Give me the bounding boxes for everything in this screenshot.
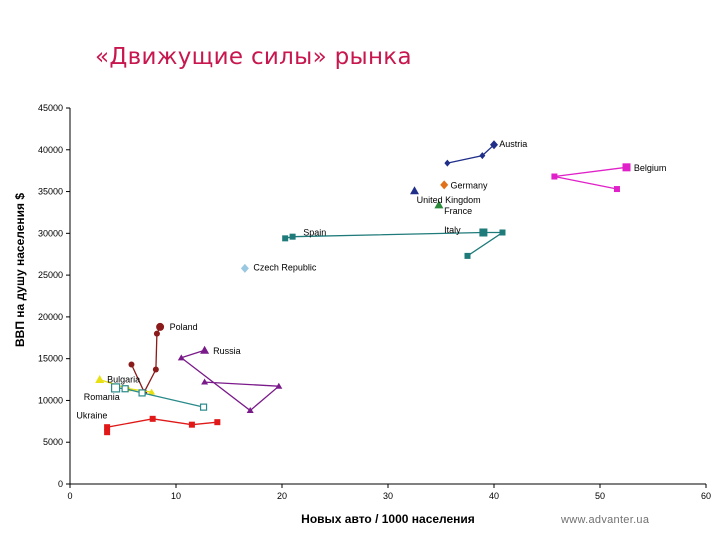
data-point bbox=[289, 233, 296, 240]
data-point bbox=[479, 228, 488, 237]
y-tick-label: 45000 bbox=[38, 103, 63, 113]
data-point bbox=[551, 173, 558, 180]
series-germany bbox=[440, 180, 449, 190]
x-tick-label: 40 bbox=[489, 491, 499, 501]
series-poland bbox=[128, 322, 165, 396]
data-point bbox=[188, 421, 195, 428]
series-belgium bbox=[551, 163, 631, 193]
series-romania bbox=[110, 383, 208, 411]
data-point bbox=[121, 385, 129, 393]
y-tick-label: 30000 bbox=[38, 228, 63, 238]
series-united-kingdom bbox=[410, 186, 419, 195]
point-label-spain: Spain bbox=[303, 227, 326, 237]
data-point bbox=[110, 383, 121, 393]
data-point bbox=[434, 200, 444, 209]
point-label-france: France bbox=[444, 206, 472, 216]
chart-point-labels: Austria Germany Belgium United KingdomFranc… bbox=[76, 139, 666, 421]
y-tick-label: 5000 bbox=[43, 437, 63, 447]
point-label-poland: Poland bbox=[170, 322, 198, 332]
series-line bbox=[115, 387, 204, 408]
data-point bbox=[464, 252, 471, 259]
data-point bbox=[246, 406, 254, 413]
data-point bbox=[200, 345, 210, 354]
x-axis-title: Новых авто / 1000 населения bbox=[301, 512, 475, 526]
point-label-russia: Russia bbox=[213, 346, 241, 356]
point-label-belgium: Belgium bbox=[634, 163, 667, 173]
series-line bbox=[554, 166, 627, 190]
point-label-united-kingdom: United Kingdom bbox=[417, 195, 481, 205]
data-point bbox=[444, 159, 451, 167]
data-point bbox=[148, 388, 156, 395]
series-russia bbox=[177, 345, 283, 413]
data-point bbox=[153, 330, 160, 337]
x-tick-label: 60 bbox=[701, 491, 711, 501]
y-tick-label: 40000 bbox=[38, 145, 63, 155]
data-point bbox=[282, 235, 289, 242]
data-point bbox=[152, 366, 159, 373]
x-tick-label: 20 bbox=[277, 491, 287, 501]
data-point bbox=[479, 152, 486, 160]
point-label-ukraine: Ukraine bbox=[76, 410, 107, 420]
data-point bbox=[440, 180, 449, 190]
data-point bbox=[156, 322, 165, 331]
series-austria bbox=[444, 140, 498, 167]
x-tick-label: 50 bbox=[595, 491, 605, 501]
data-point bbox=[177, 354, 185, 361]
point-label-italy: Italy bbox=[444, 225, 461, 235]
y-tick-label: 20000 bbox=[38, 312, 63, 322]
point-label-austria: Austria bbox=[499, 139, 527, 149]
data-point bbox=[622, 163, 631, 172]
data-point bbox=[128, 361, 135, 368]
series-czech-republic bbox=[240, 263, 249, 273]
data-point bbox=[499, 229, 506, 236]
x-tick-label: 0 bbox=[67, 491, 72, 501]
data-point bbox=[138, 389, 146, 397]
data-point bbox=[240, 263, 249, 273]
data-point bbox=[104, 429, 111, 436]
x-tick-label: 30 bbox=[383, 491, 393, 501]
data-point bbox=[95, 375, 105, 384]
data-point bbox=[104, 424, 111, 431]
point-label-bulgaria: Bulgaria bbox=[107, 375, 140, 385]
y-tick-label: 15000 bbox=[38, 354, 63, 364]
point-label-czech-republic: Czech Republic bbox=[253, 263, 317, 273]
watermark: www.advanter.ua bbox=[561, 514, 650, 526]
data-point bbox=[199, 403, 208, 411]
series-line bbox=[106, 418, 218, 433]
data-point bbox=[490, 140, 498, 150]
chart-series-layer bbox=[95, 140, 631, 436]
chart-axes: 0 5000 10000 15000 20000 25000 30000 35000 40000… bbox=[38, 103, 711, 501]
series-ukraine bbox=[104, 415, 221, 436]
series-line bbox=[179, 349, 281, 412]
slide-title: «Движущие силы» рынка bbox=[95, 44, 412, 70]
point-label-germany: Germany bbox=[451, 181, 489, 191]
series-italy bbox=[282, 228, 506, 259]
point-label-romania: Romania bbox=[84, 392, 120, 402]
y-tick-label: 35000 bbox=[38, 187, 63, 197]
series-line bbox=[447, 144, 495, 164]
data-point bbox=[201, 378, 209, 385]
data-point bbox=[149, 415, 156, 422]
y-tick-label: 0 bbox=[58, 479, 63, 489]
x-tick-label: 10 bbox=[171, 491, 181, 501]
y-tick-label: 10000 bbox=[38, 395, 63, 405]
data-point bbox=[214, 419, 221, 426]
y-axis-title: ВВП на душу населения $ bbox=[13, 193, 27, 347]
series-france bbox=[434, 200, 444, 209]
y-tick-label: 25000 bbox=[38, 270, 63, 280]
data-point bbox=[410, 186, 419, 195]
data-point bbox=[613, 186, 620, 193]
data-point bbox=[275, 382, 283, 389]
